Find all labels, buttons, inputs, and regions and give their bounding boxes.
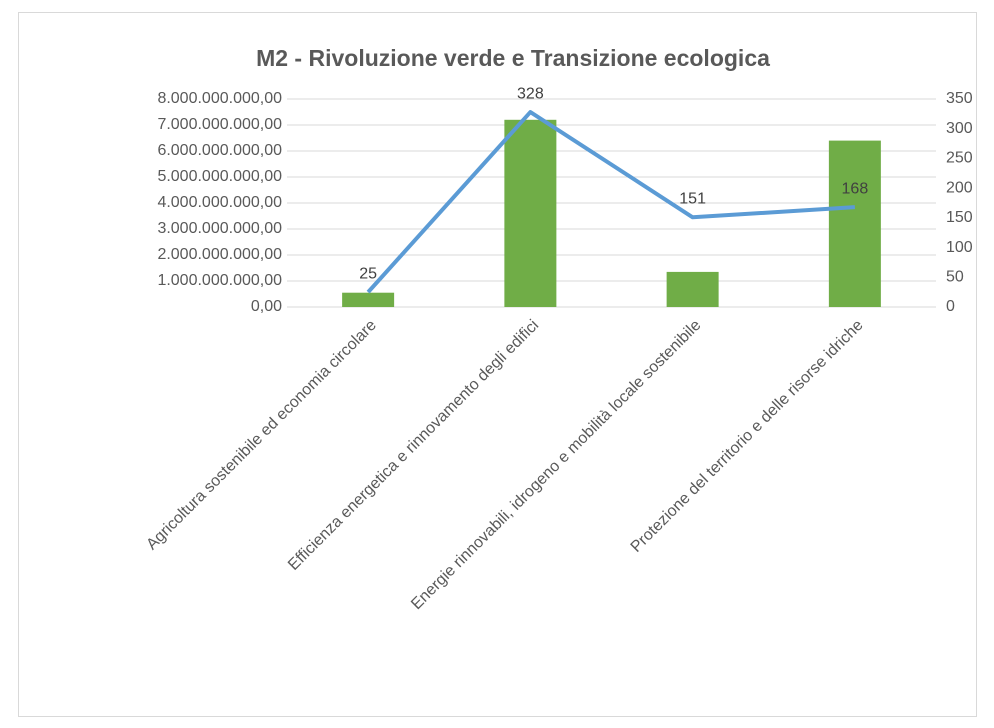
y-tick-label: 7.000.000.000,00	[157, 116, 282, 133]
data-label: 151	[679, 190, 706, 207]
y-tick-label: 5.000.000.000,00	[157, 168, 282, 185]
chart-border	[18, 12, 977, 717]
y-tick-label: 8.000.000.000,00	[157, 90, 282, 107]
y2-tick-label: 350	[946, 90, 973, 107]
data-label: 25	[359, 265, 377, 282]
y-tick-label: 4.000.000.000,00	[157, 194, 282, 211]
data-label: 328	[517, 85, 544, 102]
bar	[666, 271, 719, 307]
y2-tick-label: 0	[946, 298, 955, 315]
y2-tick-label: 150	[946, 209, 973, 226]
y-tick-label: 6.000.000.000,00	[157, 142, 282, 159]
data-label: 168	[842, 180, 869, 197]
y2-tick-label: 200	[946, 179, 973, 196]
y2-tick-label: 250	[946, 150, 973, 167]
bar	[504, 119, 557, 307]
y-tick-label: 0,00	[251, 298, 282, 315]
y2-tick-label: 50	[946, 269, 964, 286]
chart-title: M2 - Rivoluzione verde e Transizione eco…	[256, 45, 770, 71]
line	[366, 110, 855, 294]
y-tick-label: 2.000.000.000,00	[157, 246, 282, 263]
y-tick-label: 1.000.000.000,00	[157, 272, 282, 289]
bar	[828, 140, 881, 307]
bar	[342, 292, 395, 307]
y2-tick-label: 300	[946, 120, 973, 137]
y-tick-label: 3.000.000.000,00	[157, 220, 282, 237]
y2-tick-label: 100	[946, 239, 973, 256]
